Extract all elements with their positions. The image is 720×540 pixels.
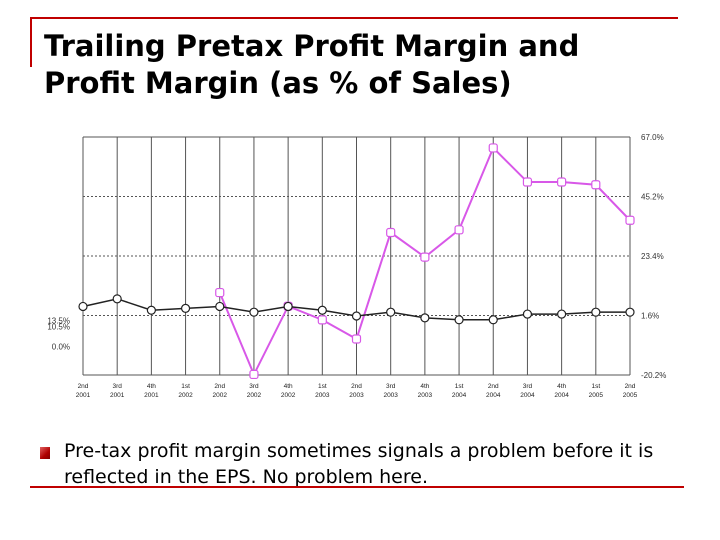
x-tick-label-quarter: 4th bbox=[147, 383, 156, 390]
bottom-rule bbox=[30, 486, 684, 488]
top-rule bbox=[30, 17, 678, 19]
profit-margin-point bbox=[146, 305, 156, 315]
profit-margin-point bbox=[386, 307, 396, 317]
x-tick-label-quarter: 4th bbox=[557, 383, 566, 390]
right-axis-tick-label: 1.6% bbox=[641, 312, 659, 321]
pretax-margin-point bbox=[488, 143, 498, 153]
x-tick-label-quarter: 3rd bbox=[112, 383, 122, 390]
x-tick-label-quarter: 1st bbox=[181, 383, 190, 390]
left-axis-tick-label: 0.0% bbox=[52, 342, 70, 351]
x-tick-label-year: 2003 bbox=[349, 392, 364, 399]
pretax-margin-point bbox=[591, 180, 601, 190]
profit-margin-point bbox=[557, 309, 567, 319]
x-tick-label-quarter: 4th bbox=[284, 383, 293, 390]
pretax-margin-point bbox=[420, 252, 430, 262]
x-tick-label-year: 2001 bbox=[76, 392, 91, 399]
profit-margin-point bbox=[522, 309, 533, 319]
x-tick-label-year: 2003 bbox=[418, 392, 433, 399]
x-tick-label-year: 2002 bbox=[247, 392, 262, 399]
bullet-text: Pre-tax profit margin sometimes signals … bbox=[64, 440, 654, 488]
pretax-margin-point bbox=[625, 215, 635, 225]
profit-margin-point bbox=[351, 311, 362, 321]
x-tick-label-year: 2004 bbox=[520, 392, 535, 399]
x-tick-label-quarter: 3rd bbox=[386, 383, 396, 390]
x-tick-label-year: 2002 bbox=[213, 392, 228, 399]
side-rule bbox=[30, 17, 32, 67]
title-line-1: Trailing Pretax Profit Margin and bbox=[44, 29, 580, 63]
profit-margin-point bbox=[215, 301, 225, 312]
pretax-margin-point bbox=[557, 177, 567, 187]
left-axis-tick-label: 10.5% bbox=[47, 322, 70, 331]
pretax-margin-point bbox=[351, 334, 362, 344]
x-tick-label-quarter: 2nd bbox=[351, 383, 362, 390]
x-tick-label-year: 2004 bbox=[452, 392, 467, 399]
pretax-margin-point bbox=[522, 177, 533, 187]
right-axis-tick-label: -20.2% bbox=[641, 371, 666, 380]
profit-margin-point bbox=[420, 313, 430, 323]
profit-margin-point bbox=[78, 301, 88, 312]
x-tick-label-year: 2001 bbox=[110, 392, 125, 399]
pretax-margin-point bbox=[249, 369, 259, 380]
x-tick-label-year: 2001 bbox=[144, 392, 159, 399]
x-tick-label-quarter: 3rd bbox=[249, 383, 259, 390]
x-tick-label-year: 2005 bbox=[623, 392, 638, 399]
right-axis-tick-label: 67.0% bbox=[641, 133, 664, 142]
x-tick-label-quarter: 2nd bbox=[488, 383, 499, 390]
x-tick-label-quarter: 4th bbox=[420, 383, 429, 390]
pretax-margin-point bbox=[386, 227, 396, 238]
pretax-margin-point bbox=[317, 315, 327, 325]
profit-margin-point bbox=[180, 303, 191, 313]
x-tick-label-quarter: 2nd bbox=[78, 383, 89, 390]
x-tick-label-year: 2004 bbox=[554, 392, 569, 399]
profit-margin-point bbox=[112, 294, 122, 304]
profit-margin-point bbox=[283, 301, 293, 312]
bullet-marker bbox=[40, 447, 50, 459]
profit-margin-point bbox=[625, 307, 635, 317]
right-axis-tick-label: 23.4% bbox=[641, 252, 664, 261]
x-tick-label-year: 2002 bbox=[281, 392, 296, 399]
profit-margin-point bbox=[454, 315, 464, 325]
profit-margin-point bbox=[591, 307, 601, 317]
x-tick-label-quarter: 1st bbox=[455, 383, 464, 390]
title-line-2: Profit Margin (as % of Sales) bbox=[44, 66, 512, 100]
x-tick-label-year: 2003 bbox=[315, 392, 330, 399]
left-axis-tick-label: 13.5% bbox=[47, 317, 70, 326]
x-tick-label-quarter: 1st bbox=[318, 383, 327, 390]
x-tick-label-quarter: 1st bbox=[591, 383, 600, 390]
x-tick-label-quarter: 2nd bbox=[625, 383, 636, 390]
profit-margin-point bbox=[249, 307, 259, 317]
x-tick-label-year: 2004 bbox=[486, 392, 501, 399]
slide-title: Trailing Pretax Profit Margin and Profit… bbox=[44, 28, 684, 102]
profit-margin-point bbox=[488, 315, 498, 325]
x-tick-label-year: 2003 bbox=[383, 392, 398, 399]
right-axis-tick-label: 45.2% bbox=[641, 193, 664, 202]
x-tick-label-year: 2005 bbox=[589, 392, 604, 399]
x-tick-label-quarter: 3rd bbox=[523, 383, 533, 390]
profit-margin-chart: 67.0% 45.2% 23.4% 1.6% -20.2% 13.5%10.5% 0.0% 2… bbox=[47, 133, 666, 399]
x-tick-label-quarter: 2nd bbox=[214, 383, 225, 390]
pretax-margin-point bbox=[454, 225, 464, 235]
profit-margin-point bbox=[317, 305, 327, 315]
x-tick-label-year: 2002 bbox=[178, 392, 193, 399]
pretax-margin-point bbox=[215, 287, 225, 298]
